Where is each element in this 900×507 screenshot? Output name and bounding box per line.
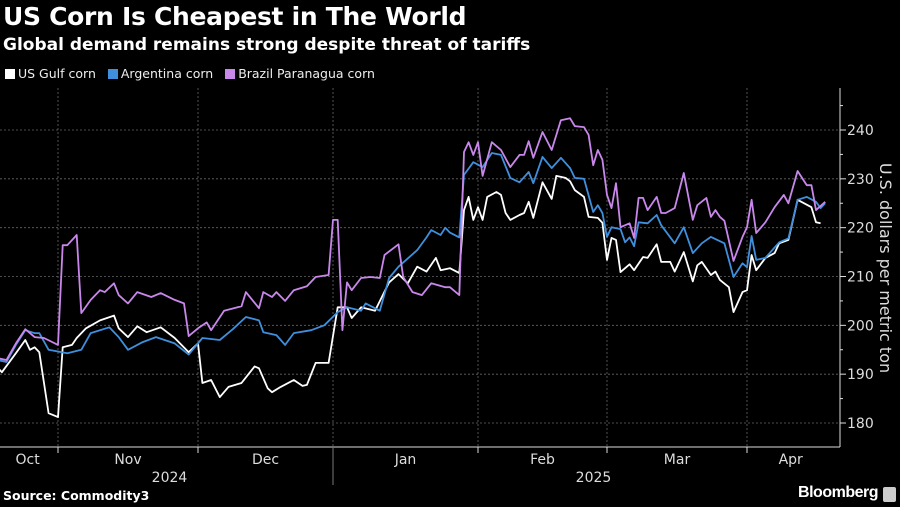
source-note: Source: Commodity3: [3, 488, 150, 503]
year-label: 2025: [576, 470, 612, 486]
legend-item-brazil: Brazil Paranagua corn: [225, 66, 375, 81]
legend-swatch: [5, 68, 15, 79]
legend: US Gulf corn Argentina corn Brazil Paran…: [5, 66, 375, 81]
chart-subtitle: Global demand remains strong despite thr…: [3, 35, 531, 55]
y-tick-label: 200: [847, 318, 874, 334]
y-tick-label: 240: [847, 123, 874, 139]
legend-swatch: [225, 68, 236, 79]
series-line-argentina-corn: [0, 152, 826, 363]
x-tick-label: Dec: [252, 452, 279, 468]
legend-item-us-gulf: US Gulf corn: [5, 66, 96, 81]
y-tick-label: 210: [847, 270, 874, 286]
series-lines: [0, 117, 826, 418]
legend-label: US Gulf corn: [18, 66, 96, 81]
x-tick-label: Nov: [114, 452, 141, 468]
grid: [0, 88, 840, 447]
axes: 180 190 200 210 220 230 240 U.S. dollars per me…: [0, 88, 895, 486]
legend-label: Brazil Paranagua corn: [238, 66, 375, 81]
series-line-us-gulf-corn: [0, 175, 821, 418]
bloomberg-chart-icon: [883, 487, 896, 502]
year-label: 2024: [152, 470, 188, 486]
x-tick-label: Feb: [530, 452, 555, 468]
chart-title: US Corn Is Cheapest in The World: [3, 2, 467, 31]
x-tick-label: Oct: [15, 452, 40, 468]
legend-item-argentina: Argentina corn: [107, 66, 214, 81]
series-line-brazil-paranagua-corn: [0, 117, 826, 361]
bloomberg-logo: Bloomberg: [798, 484, 878, 501]
y-axis-title: U.S. dollars per metric ton: [876, 163, 895, 373]
y-tick-label: 190: [847, 367, 874, 383]
x-tick-label: Jan: [394, 452, 417, 468]
y-tick-label: 230: [847, 172, 874, 188]
y-tick-label: 220: [847, 221, 874, 237]
x-tick-label: Apr: [779, 452, 803, 468]
legend-label: Argentina corn: [120, 66, 214, 81]
y-tick-label: 180: [847, 416, 874, 432]
x-tick-label: Mar: [664, 452, 691, 468]
legend-swatch: [107, 68, 118, 79]
